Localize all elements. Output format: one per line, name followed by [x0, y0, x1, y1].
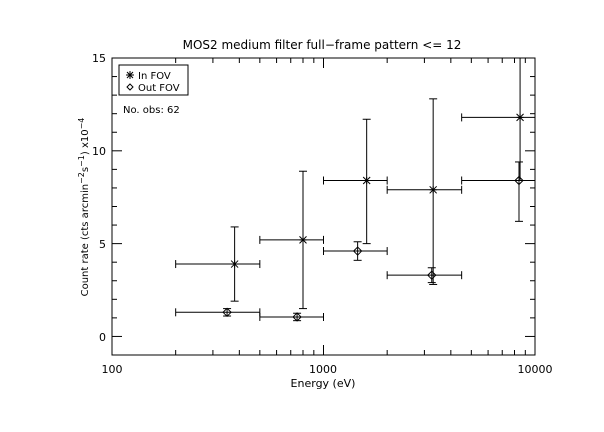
asterisk-marker — [516, 113, 524, 122]
out-fov-point — [386, 267, 463, 284]
y-axis-label: Count rate (cts arcmin−2s−1) x10−4 — [77, 118, 91, 297]
diamond-marker — [222, 307, 232, 318]
y-tick-label-0: 0 — [99, 331, 106, 344]
x-tick-label-1000: 1000 — [309, 363, 337, 376]
diamond-marker — [514, 175, 524, 186]
legend-diamond-icon — [126, 83, 134, 91]
x-tick-label-10000: 10000 — [518, 363, 553, 376]
asterisk-marker — [429, 185, 438, 194]
in-fov-point — [259, 170, 324, 310]
asterisk-marker — [362, 176, 371, 185]
y-tick-label-5: 5 — [99, 238, 106, 251]
diamond-marker — [352, 246, 363, 256]
in-fov-point — [461, 57, 536, 182]
x-axis-label: Energy (eV) — [291, 377, 356, 390]
series-layer — [175, 57, 536, 322]
diamond-marker — [292, 312, 302, 322]
diamond-marker — [427, 270, 437, 280]
out-fov-point — [259, 312, 324, 322]
legend-asterisk-icon — [126, 71, 134, 79]
legend: In FOV Out FOV No. obs: 62 — [118, 64, 189, 116]
in-fov-point — [386, 98, 463, 285]
chart-title: MOS2 medium filter full−frame pattern <=… — [183, 38, 462, 52]
y-tick-label-15: 15 — [92, 52, 106, 65]
axis-ticks — [111, 57, 536, 356]
legend-obs-note: No. obs: 62 — [123, 105, 180, 116]
in-fov-point — [323, 118, 388, 245]
asterisk-marker — [299, 236, 307, 244]
out-fov-point — [461, 161, 536, 222]
in-fov-point — [175, 226, 261, 302]
legend-in-fov-label: In FOV — [138, 71, 171, 82]
out-fov-point — [175, 307, 261, 318]
asterisk-marker — [230, 260, 239, 268]
y-tick-label-10: 10 — [92, 145, 106, 158]
x-tick-label-100: 100 — [102, 363, 123, 376]
legend-out-fov-label: Out FOV — [138, 83, 180, 94]
legend-box — [118, 64, 189, 96]
out-fov-point — [323, 241, 388, 261]
